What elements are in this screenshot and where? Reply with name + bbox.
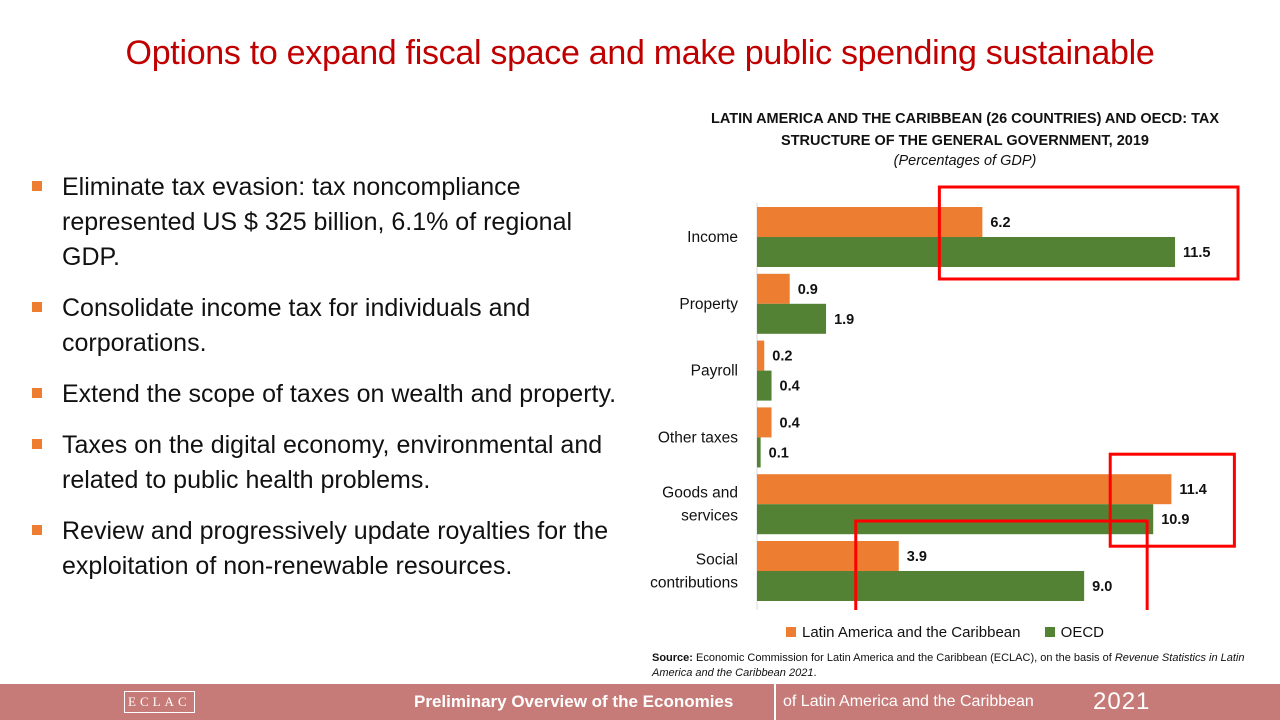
legend-label-lac: Latin America and the Caribbean xyxy=(802,624,1021,641)
value-label-oecd: 1.9 xyxy=(834,312,854,328)
value-label-lac: 11.4 xyxy=(1179,482,1206,498)
footer-divider xyxy=(774,684,776,720)
bullet-text: Consolidate income tax for individuals a… xyxy=(62,294,531,357)
category-label-line: services xyxy=(681,508,738,525)
value-label-lac: 0.2 xyxy=(772,349,792,365)
legend-label-oecd: OECD xyxy=(1060,624,1104,641)
bullet-item: Consolidate income tax for individuals a… xyxy=(32,291,622,361)
bullet-text: Review and progressively update royaltie… xyxy=(62,517,609,580)
category-label-line: Income xyxy=(687,229,738,246)
bullet-square-icon xyxy=(32,181,42,191)
bar-lac xyxy=(757,340,765,371)
source-italic: Revenue Statistics in Latin America and … xyxy=(652,652,1245,679)
category-label-line: Payroll xyxy=(691,363,738,380)
source-end: . xyxy=(813,667,817,679)
eclac-logo: ECLAC xyxy=(124,691,195,713)
bullet-square-icon xyxy=(32,525,42,535)
bullet-square-icon xyxy=(32,388,42,398)
chart-title-line-2: STRUCTURE OF THE GENERAL GOVERNMENT, 201… xyxy=(781,133,1149,149)
chart-subtitle: (Percentages of GDP) xyxy=(893,153,1037,169)
category-label: Social contributions xyxy=(650,552,738,592)
source-text: Economic Commission for Latin America an… xyxy=(696,652,1112,664)
footer-year: 2021 xyxy=(1093,688,1151,715)
bullet-square-icon xyxy=(32,439,42,449)
bullet-text: Eliminate tax evasion: tax noncompliance… xyxy=(62,173,573,271)
legend-item-lac: Latin America and the Caribbean xyxy=(786,624,1020,641)
bar-oecd xyxy=(757,303,827,334)
footer-sub-text: of Latin America and the Caribbean xyxy=(783,693,1034,710)
category-label: Goods and services xyxy=(662,485,738,525)
value-label-oecd: 10.9 xyxy=(1161,512,1189,528)
chart-title-line-1: LATIN AMERICA AND THE CARIBBEAN (26 COUN… xyxy=(710,111,1220,127)
value-label-lac: 6.2 xyxy=(990,215,1010,231)
bullet-item: Taxes on the digital economy, environmen… xyxy=(32,428,622,498)
bullet-item: Eliminate tax evasion: tax noncompliance… xyxy=(32,170,622,275)
source-label: Source: xyxy=(652,652,693,664)
tax-structure-bar-chart: Income 6.2 11.5 Property 0.9 1.9 Payroll 0.2 0.4… xyxy=(650,185,1240,610)
chart-title: LATIN AMERICA AND THE CARIBBEAN (26 COUN… xyxy=(660,108,1270,152)
bar-oecd xyxy=(757,571,1085,601)
legend-swatch-lac xyxy=(786,627,796,637)
bar-lac xyxy=(757,541,899,571)
category-label: Income xyxy=(687,229,738,246)
value-label-lac: 0.9 xyxy=(798,282,818,298)
bar-oecd xyxy=(757,437,761,468)
category-label-line: Social xyxy=(696,552,738,569)
category-label-line: Goods and xyxy=(662,485,738,502)
bar-lac xyxy=(757,273,790,304)
bullet-list: Eliminate tax evasion: tax noncompliance… xyxy=(32,170,622,600)
footer-bar: ECLAC Preliminary Overview of the Econom… xyxy=(0,684,1280,720)
bar-oecd xyxy=(757,370,772,401)
slide-title: Options to expand fiscal space and make … xyxy=(125,34,1155,72)
footer-main-text: Preliminary Overview of the Economies xyxy=(414,692,734,711)
category-label-line: Property xyxy=(679,296,738,313)
bar-oecd xyxy=(757,504,1154,535)
value-label-oecd: 11.5 xyxy=(1183,245,1210,261)
highlight-box xyxy=(1108,452,1236,548)
bar-lac xyxy=(757,407,772,438)
value-label-oecd: 9.0 xyxy=(1092,579,1112,595)
category-label: Payroll xyxy=(691,363,738,380)
highlight-box xyxy=(854,519,1149,610)
value-label-oecd: 0.1 xyxy=(769,445,789,461)
category-label: Other taxes xyxy=(658,429,738,446)
chart-source: Source: Economic Commission for Latin Am… xyxy=(652,651,1252,681)
category-label: Property xyxy=(679,296,738,313)
bar-oecd xyxy=(757,237,1176,267)
bar-lac xyxy=(757,207,983,237)
chart-legend: Latin America and the Caribbean OECD xyxy=(620,624,1270,641)
value-label-oecd: 0.4 xyxy=(780,379,800,395)
legend-swatch-oecd xyxy=(1044,627,1055,637)
value-label-lac: 0.4 xyxy=(780,415,800,431)
bar-lac xyxy=(757,474,1172,505)
bullet-text: Taxes on the digital economy, environmen… xyxy=(62,431,603,494)
highlight-box xyxy=(937,185,1240,281)
bullet-item: Review and progressively update royaltie… xyxy=(32,514,622,584)
bullet-item: Extend the scope of taxes on wealth and … xyxy=(32,377,622,412)
value-label-lac: 3.9 xyxy=(907,549,927,565)
bullet-text: Extend the scope of taxes on wealth and … xyxy=(62,380,617,408)
category-label-line: contributions xyxy=(650,575,738,592)
bullet-square-icon xyxy=(32,302,42,312)
legend-item-oecd: OECD xyxy=(1044,624,1104,641)
category-label-line: Other taxes xyxy=(658,429,738,446)
